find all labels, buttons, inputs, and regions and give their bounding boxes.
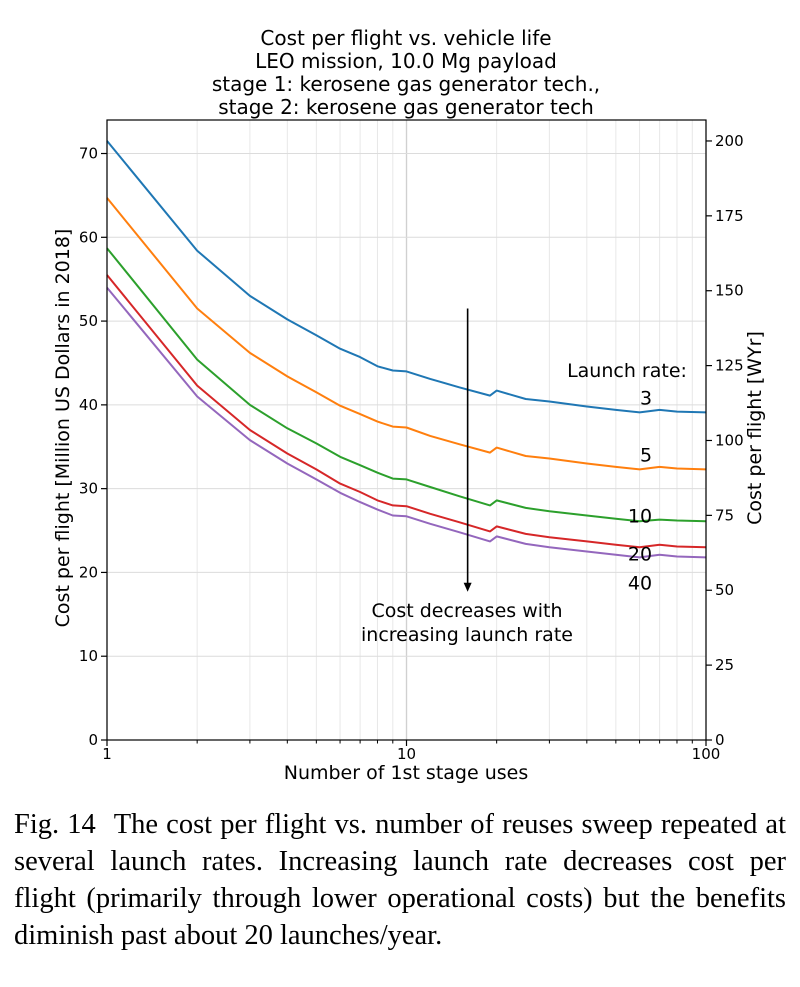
y-right-tick-label: 175 xyxy=(715,207,744,225)
chart-title: Cost per flight vs. vehicle life LEO mis… xyxy=(212,26,600,119)
caption-text: The cost per flight vs. number of reuses… xyxy=(14,809,786,951)
y-right-tick-label: 25 xyxy=(715,656,734,674)
series-label-rate-3: 3 xyxy=(640,387,652,409)
y-tick-label: 40 xyxy=(79,396,98,414)
series-line-rate-3 xyxy=(106,140,707,414)
legend-title: Launch rate: xyxy=(567,360,687,382)
figure-caption: Fig. 14 The cost per flight vs. number of… xyxy=(14,806,786,954)
x-tick-label: 1 xyxy=(102,745,112,763)
series-line-rate-20 xyxy=(106,274,707,549)
title-line-4: stage 2: kerosene gas generator tech xyxy=(218,95,594,119)
series-label-rate-10: 10 xyxy=(628,505,652,527)
y-tick-label: 60 xyxy=(79,228,98,246)
y-right-tick-label: 75 xyxy=(715,506,734,524)
y-tick-label: 10 xyxy=(79,647,98,665)
x-tick-label: 100 xyxy=(692,745,721,763)
cost-per-flight-chart: Cost per flight vs. vehicle life LEO mis… xyxy=(52,26,766,784)
y-axis-label-right: Cost per flight [WYr] xyxy=(744,331,766,525)
y-axis-label: Cost per flight [Million US Dollars in 2… xyxy=(52,229,74,628)
tick-labels: 1 10 1000102030405060700255075100125150175… xyxy=(79,132,744,763)
axes xyxy=(101,119,712,746)
y-tick-label: 70 xyxy=(79,145,98,163)
series-label-rate-20: 20 xyxy=(628,543,652,565)
y-tick-label: 0 xyxy=(88,731,98,749)
caption-figure-label: Fig. 14 xyxy=(14,809,96,840)
annotation-line-1: Cost decreases with xyxy=(371,600,562,622)
series-line-rate-40 xyxy=(106,286,707,559)
y-right-tick-label: 125 xyxy=(715,357,744,375)
y-tick-label: 50 xyxy=(79,312,98,330)
title-line-1: Cost per flight vs. vehicle life xyxy=(260,26,551,50)
series-labels: Launch rate: 3 5 10 20 40 xyxy=(567,360,687,594)
y-right-tick-label: 150 xyxy=(715,282,744,300)
y-tick-label: 30 xyxy=(79,480,98,498)
series-label-rate-40: 40 xyxy=(628,572,652,594)
y-right-tick-label: 50 xyxy=(715,581,734,599)
y-right-tick-label: 100 xyxy=(715,431,744,449)
series-lines xyxy=(106,140,707,559)
y-tick-label: 20 xyxy=(79,563,98,581)
y-right-tick-label: 0 xyxy=(715,731,725,749)
series-line-rate-5 xyxy=(106,197,707,471)
x-axis-label: Number of 1st stage uses xyxy=(284,762,529,784)
series-line-rate-10 xyxy=(106,247,707,523)
annotation-line-2: increasing launch rate xyxy=(361,624,573,646)
title-line-3: stage 1: kerosene gas generator tech., xyxy=(212,72,600,96)
title-line-2: LEO mission, 10.0 Mg payload xyxy=(255,49,557,73)
x-tick-label: 10 xyxy=(397,745,416,763)
y-right-tick-label: 200 xyxy=(715,132,744,150)
series-label-rate-5: 5 xyxy=(640,444,652,466)
grid xyxy=(106,120,707,741)
annotation-arrow-head xyxy=(463,582,472,592)
annotation: Cost decreases with increasing launch ra… xyxy=(361,308,573,646)
